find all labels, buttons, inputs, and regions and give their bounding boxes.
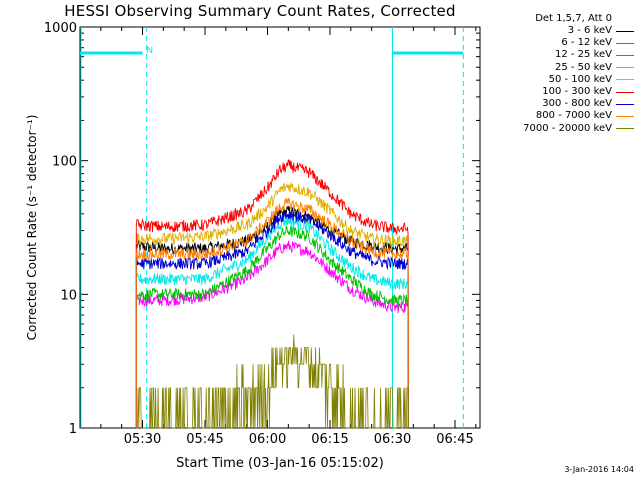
legend-item: 300 - 800 keV: [486, 98, 638, 110]
legend-item: 12 - 25 keV: [486, 49, 638, 61]
legend-item: 6 - 12 keV: [486, 37, 638, 49]
x-tick-label: 05:45: [186, 432, 223, 447]
legend-item-label: 300 - 800 keV: [542, 98, 612, 110]
legend-item-label: 50 - 100 keV: [548, 73, 612, 85]
legend-item: 100 - 300 keV: [486, 86, 638, 98]
series-line-2: [135, 225, 409, 429]
legend-swatch: [616, 128, 634, 130]
legend-item: 7000 - 20000 keV: [486, 123, 638, 135]
series-line-8: [136, 334, 409, 429]
y-tick-label: 1: [69, 422, 77, 437]
series-line-5: [135, 159, 409, 429]
legend-item: 3 - 6 keV: [486, 25, 638, 37]
legend-item-label: 100 - 300 keV: [542, 85, 612, 97]
y-tick-label: 1000: [44, 21, 77, 36]
legend-swatch: [616, 67, 634, 69]
legend-item-label: 6 - 12 keV: [561, 37, 612, 49]
series-line-4: [135, 181, 409, 429]
legend-swatch: [616, 54, 634, 56]
x-tick-label: 06:15: [311, 432, 348, 447]
y-axis-label: Corrected Count Rate (s⁻¹ detector⁻¹): [25, 115, 39, 341]
y-tick-label: 100: [52, 155, 77, 170]
legend-swatch: [616, 91, 634, 93]
chart-title: HESSI Observing Summary Count Rates, Cor…: [64, 2, 456, 20]
series-line-7: [135, 197, 409, 429]
legend-item: 800 - 7000 keV: [486, 110, 638, 122]
legend-item-label: 12 - 25 keV: [554, 49, 612, 61]
legend-item: 50 - 100 keV: [486, 74, 638, 86]
x-tick-label: 05:30: [124, 432, 161, 447]
legend-item: 25 - 50 keV: [486, 62, 638, 74]
x-tick-label: 06:00: [249, 432, 286, 447]
legend-item-label: 7000 - 20000 keV: [523, 122, 612, 134]
legend-item-label: 25 - 50 keV: [554, 61, 612, 73]
x-tick-label: 06:45: [436, 432, 473, 447]
plot-frame: [79, 26, 481, 429]
legend-swatch: [616, 103, 634, 105]
y-tick-label: 10: [60, 288, 77, 303]
legend-item-label: 3 - 6 keV: [567, 25, 612, 36]
footer-date-stamp: 3-Jan-2016 14:04: [564, 465, 634, 474]
legend-item-label: 800 - 7000 keV: [535, 110, 612, 122]
legend-rows: 3 - 6 keV 6 - 12 keV 12 - 25 keV 25 - 50 ke…: [486, 25, 638, 135]
x-axis-label: Start Time (03-Jan-16 05:15:02): [176, 456, 384, 471]
series-line-3: [135, 215, 409, 429]
legend-swatch: [616, 30, 634, 32]
legend-title: Det 1,5,7, Att 0: [535, 13, 612, 24]
legend: Det 1,5,7, Att 0 3 - 6 keV 6 - 12 keV 12 -…: [486, 12, 638, 135]
x-tick-label: 06:30: [374, 432, 411, 447]
series-line-1: [135, 240, 409, 429]
legend-swatch: [616, 42, 634, 44]
legend-swatch: [616, 115, 634, 117]
annotation-text: N: [146, 46, 153, 56]
series-line-6: [135, 211, 409, 429]
legend-swatch: [616, 79, 634, 81]
